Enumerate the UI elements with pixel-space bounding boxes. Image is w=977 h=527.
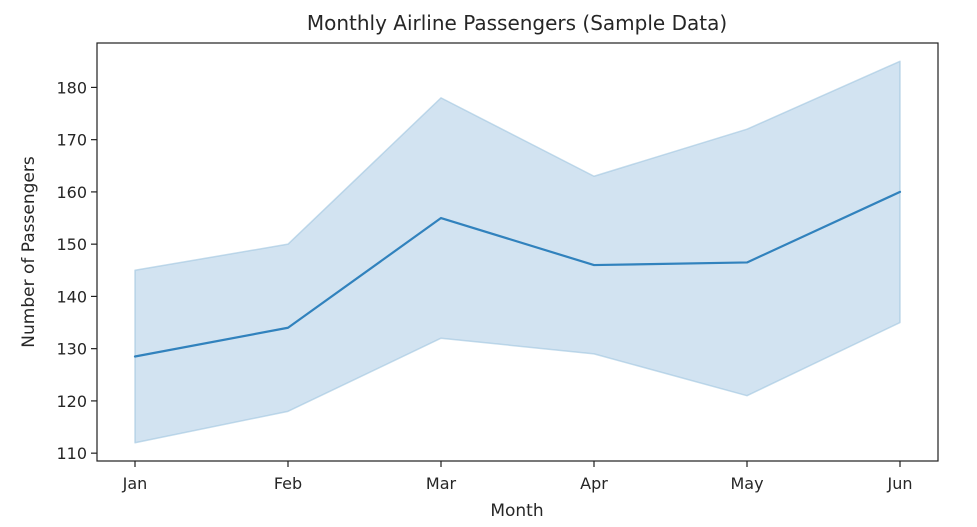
y-tick-label: 150 [56,235,87,254]
y-tick-label: 180 [56,78,87,97]
x-tick-label: Jan [122,474,148,493]
series-line [133,190,902,358]
x-tick-label: Mar [426,474,457,493]
y-axis-label: Number of Passengers [19,156,39,348]
confidence-band [134,60,901,444]
y-tick-label: 160 [56,183,87,202]
x-tick-label: Apr [580,474,608,493]
y-tick-label: 120 [56,392,87,411]
chart-title: Monthly Airline Passengers (Sample Data) [307,11,727,35]
x-tick-label: Jun [887,474,913,493]
x-tick-label: May [730,474,763,493]
y-tick-label: 140 [56,287,87,306]
y-axis-ticks: 110 120 130 140 150 160 170 180 [56,78,97,463]
y-tick-label: 130 [56,340,87,359]
plot-area-frame [96,42,939,462]
x-tick-label: Feb [274,474,302,493]
y-tick-label: 170 [56,131,87,150]
series-line-layer [133,190,902,358]
x-axis-label: Month [490,501,543,521]
y-tick-label: 110 [56,444,87,463]
x-axis-ticks: Jan Feb Mar Apr May Jun [122,461,913,493]
confidence-band-layer [134,60,901,444]
